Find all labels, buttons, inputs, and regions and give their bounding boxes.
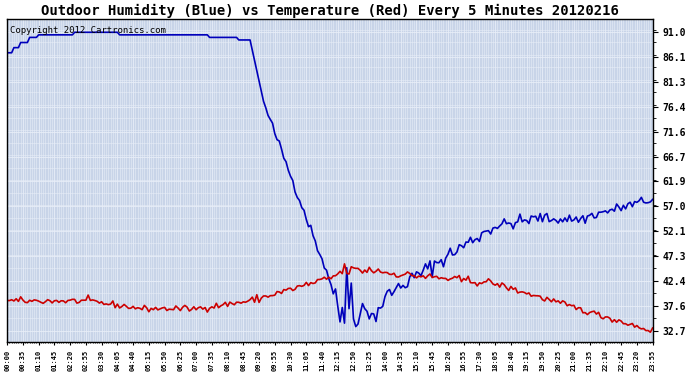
Title: Outdoor Humidity (Blue) vs Temperature (Red) Every 5 Minutes 20120216: Outdoor Humidity (Blue) vs Temperature (…: [41, 4, 619, 18]
Text: Copyright 2012 Cartronics.com: Copyright 2012 Cartronics.com: [10, 26, 166, 35]
